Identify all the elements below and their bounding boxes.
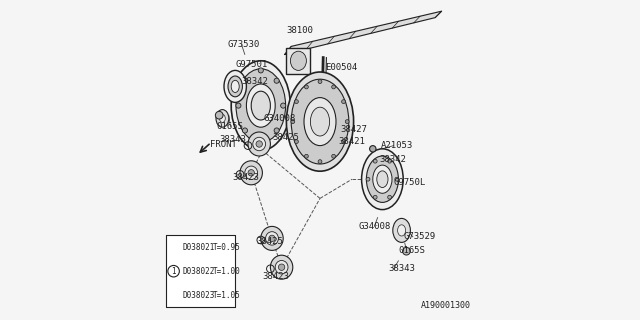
Ellipse shape — [231, 61, 291, 150]
Ellipse shape — [291, 51, 307, 70]
Circle shape — [274, 78, 279, 83]
Ellipse shape — [220, 115, 225, 123]
Circle shape — [403, 247, 410, 255]
Text: 38421: 38421 — [339, 137, 365, 146]
Text: 38342: 38342 — [242, 77, 268, 86]
Circle shape — [274, 128, 279, 133]
Text: 0165S: 0165S — [398, 246, 425, 255]
Circle shape — [259, 68, 264, 73]
Circle shape — [256, 141, 262, 147]
Text: T=1.05: T=1.05 — [212, 291, 241, 300]
Text: 38423: 38423 — [262, 272, 289, 281]
Text: T=1.00: T=1.00 — [212, 267, 241, 276]
Ellipse shape — [248, 132, 270, 156]
Circle shape — [332, 154, 335, 158]
Ellipse shape — [231, 80, 239, 92]
Circle shape — [243, 128, 248, 133]
Text: G97501: G97501 — [236, 60, 268, 68]
Circle shape — [318, 80, 322, 84]
Polygon shape — [285, 11, 442, 54]
Text: 38427: 38427 — [340, 125, 367, 134]
Ellipse shape — [224, 70, 246, 102]
Bar — [166, 235, 236, 307]
Text: G73529: G73529 — [403, 232, 435, 241]
Text: A21053: A21053 — [381, 141, 413, 150]
Circle shape — [278, 264, 285, 270]
Circle shape — [294, 100, 298, 104]
Circle shape — [388, 195, 392, 199]
Ellipse shape — [310, 107, 330, 136]
Text: 38343: 38343 — [219, 135, 246, 144]
Circle shape — [294, 140, 298, 143]
Text: A190001300: A190001300 — [420, 301, 470, 310]
Circle shape — [280, 103, 285, 108]
Text: 1: 1 — [172, 267, 176, 276]
Text: E00504: E00504 — [325, 63, 357, 72]
Circle shape — [243, 78, 248, 83]
Ellipse shape — [362, 149, 403, 210]
Ellipse shape — [271, 255, 293, 279]
Ellipse shape — [304, 98, 336, 146]
Bar — [287, 48, 310, 74]
Ellipse shape — [397, 225, 406, 236]
Text: 38425: 38425 — [256, 237, 283, 246]
Circle shape — [332, 85, 335, 89]
Ellipse shape — [275, 260, 288, 274]
Text: G34008: G34008 — [264, 114, 296, 123]
Ellipse shape — [228, 76, 243, 97]
Text: 38342: 38342 — [380, 155, 406, 164]
Ellipse shape — [244, 166, 257, 180]
Circle shape — [370, 146, 376, 152]
Ellipse shape — [366, 156, 398, 203]
Circle shape — [248, 170, 254, 176]
Circle shape — [236, 103, 241, 108]
Ellipse shape — [291, 79, 349, 164]
Ellipse shape — [261, 227, 284, 251]
Circle shape — [305, 154, 308, 158]
Ellipse shape — [252, 91, 271, 120]
Circle shape — [373, 195, 377, 199]
Ellipse shape — [372, 165, 392, 193]
Text: D038023: D038023 — [182, 291, 215, 300]
Text: D038022: D038022 — [182, 267, 215, 276]
Ellipse shape — [253, 137, 266, 151]
Ellipse shape — [236, 69, 285, 142]
Circle shape — [395, 177, 399, 181]
Ellipse shape — [216, 109, 229, 127]
Text: 0165S: 0165S — [216, 122, 243, 131]
Ellipse shape — [240, 161, 262, 185]
Circle shape — [305, 85, 308, 89]
Circle shape — [269, 235, 275, 242]
Circle shape — [366, 177, 370, 181]
Ellipse shape — [266, 232, 278, 245]
Text: 38423: 38423 — [232, 173, 259, 182]
Circle shape — [346, 120, 349, 124]
Text: G73530: G73530 — [227, 40, 259, 49]
Circle shape — [342, 100, 346, 104]
Text: 38425: 38425 — [272, 133, 299, 142]
Circle shape — [388, 159, 392, 163]
Text: FRONT: FRONT — [210, 140, 236, 149]
Circle shape — [259, 138, 264, 143]
Ellipse shape — [377, 171, 388, 188]
Text: T=0.95: T=0.95 — [212, 243, 241, 252]
Circle shape — [215, 111, 223, 119]
Text: G34008: G34008 — [358, 222, 390, 231]
Text: 38100: 38100 — [287, 26, 313, 35]
Circle shape — [318, 160, 322, 164]
Text: 38343: 38343 — [388, 264, 415, 273]
Ellipse shape — [246, 84, 275, 127]
Text: G9750L: G9750L — [394, 178, 426, 187]
Circle shape — [373, 159, 377, 163]
Ellipse shape — [393, 218, 410, 243]
Text: D038021: D038021 — [182, 243, 215, 252]
Ellipse shape — [287, 72, 354, 171]
Circle shape — [291, 120, 294, 124]
Circle shape — [342, 140, 346, 144]
